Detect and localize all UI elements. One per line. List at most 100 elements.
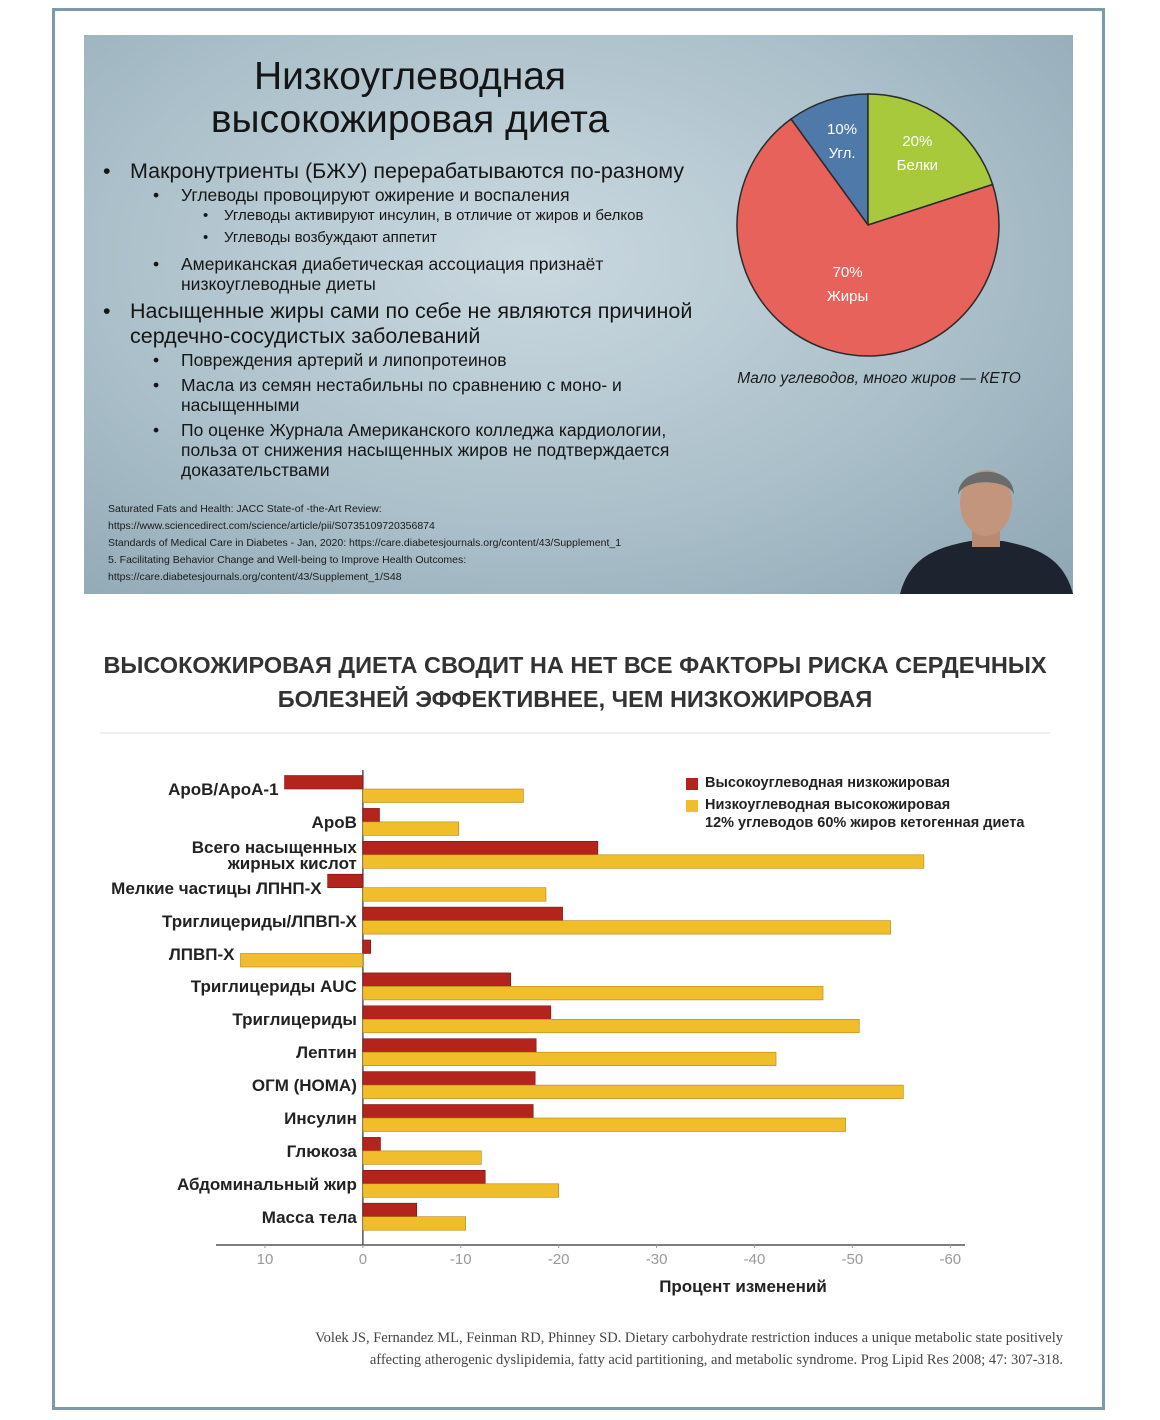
pie-slice [736,117,1000,357]
frame [52,8,1105,1410]
bullet-text: Масла из семян нестабильны по сравнению … [181,375,622,415]
x-tick-label: -50 [842,1251,864,1268]
bullet-item: Углеводы возбуждают аппетит [203,227,692,249]
bullet-item: Углеводы активируют инсулин, в отличие о… [203,205,692,227]
reference: 5. Facilitating Behavior Change and Well… [108,554,467,566]
bar [362,1183,559,1198]
bar [284,775,364,790]
pie-slice [867,93,994,227]
bullet-item: По оценке Журнала Американского колледжа… [153,420,692,480]
pie-caption: Мало углеводов, много жиров — КЕТО [737,370,1021,387]
bullet-text: Макронутриенты (БЖУ) перерабатываются по… [130,159,685,183]
slide: Низкоуглеводная высокожировая диета Макр… [84,35,1073,594]
bullet-text: Углеводы активируют инсулин, в отличие о… [224,207,644,224]
bar [362,906,563,921]
bar [362,1137,381,1152]
pie-value-label: 10% [827,121,857,138]
category-label: Лептин [296,1043,357,1063]
bullet-text: Углеводы провоцируют ожирение и воспален… [181,185,570,205]
pie-value-label: 70% [833,264,863,281]
x-tick-label: -20 [548,1251,570,1268]
reference: Saturated Fats and Health: JACC State-of… [108,503,382,515]
bar [362,1202,418,1217]
bullet-item: Углеводы провоцируют ожирение и воспален… [153,185,692,249]
bar [362,1005,552,1020]
x-axis-label: Процент изменений [659,1277,827,1296]
chart-title: ВЫСОКОЖИРОВАЯ ДИЕТА СВОДИТ НА НЕТ ВСЕ ФА… [103,652,1047,712]
bullet-text: По оценке Журнала Американского колледжа… [181,420,670,480]
bar [362,1150,482,1165]
reference: https://care.diabetesjournals.org/conten… [108,571,402,583]
bar [362,840,599,856]
bar [362,972,512,987]
bar [362,1216,466,1231]
bar [362,986,824,1001]
bar [362,920,891,935]
bar [362,939,371,954]
bullet-item: Макронутриенты (БЖУ) перерабатываются по… [103,159,692,294]
legend-swatch [686,778,698,790]
pie-category-label: Белки [897,157,938,174]
category-label: Масса тела [261,1207,357,1227]
bullet-list: Углеводы провоцируют ожирение и воспален… [130,185,692,294]
reference: Standards of Medical Care in Diabetes - … [108,537,622,549]
bullet-item: Масла из семян нестабильны по сравнению … [153,375,692,415]
x-tick-label: -60 [939,1251,961,1268]
bar [362,1038,537,1053]
presenter-body [900,541,1073,594]
category-label: Мелкие частицы ЛПНП-Х [111,878,322,898]
bar [362,1117,846,1132]
x-tick-label: 10 [257,1251,274,1268]
bullet-item: Насыщенные жиры сами по себе не являются… [103,299,692,480]
bar [362,854,925,869]
category-label: Всего насыщенных жирных кислот [191,837,357,873]
x-tick-label: -40 [744,1251,766,1268]
slide-title: Низкоуглеводная высокожировая диета [210,55,610,141]
pie-value-label: 20% [902,133,932,150]
category-label: Триглицериды [232,1010,357,1030]
citation: Volek JS, Fernandez ML, Feinman RD, Phin… [315,1330,1063,1346]
x-tick-label: -30 [646,1251,668,1268]
category-label: ApoB [311,812,357,832]
bar [362,887,547,902]
category-label: Инсулин [284,1109,357,1128]
legend-label: Низкоуглеводная высокожировая 12% углево… [705,797,1025,831]
bar [240,953,364,968]
category-label: Абдоминальный жир [176,1174,357,1194]
references: Saturated Fats and Health: JACC State-of… [108,501,621,586]
pie-slice [789,93,869,228]
citation: affecting atherogenic dyslipidemia, fatt… [369,1352,1063,1368]
category-label: ЛПВП-Х [168,944,235,964]
bullet-list: Углеводы активируют инсулин, в отличие о… [181,205,692,249]
bar [362,1104,534,1119]
x-tick-label: 0 [359,1251,367,1268]
bullet-list: Повреждения артерий и липопротеинов Масла… [130,350,692,480]
legend-swatch [686,800,698,812]
x-tick-label: -10 [450,1251,472,1268]
bar [362,821,460,836]
pie-category-label: Жиры [827,288,868,305]
presenter [900,470,1073,594]
bullet-item: Повреждения артерий и липопротеинов [153,350,692,370]
legend-label: Высокоуглеводная низкожировая [705,775,951,791]
category-label: Триглицериды AUC [190,977,357,997]
pie-category-label: Угл. [829,145,856,162]
presenter-head [960,470,1012,536]
reference: https://www.sciencedirect.com/science/ar… [108,520,435,532]
bullet-text: Американская диабетическая ассоциация пр… [181,254,604,294]
bullet-list: Макронутриенты (БЖУ) перерабатываются по… [84,159,692,485]
bar [362,1071,536,1086]
category-label: ApoB/ApoA-1 [168,780,279,799]
category-label: Триглицериды/ЛПВП-Х [161,911,357,931]
category-label: Глюкоза [286,1141,357,1161]
bar [362,1084,904,1099]
bar [362,808,380,823]
bar [362,1051,777,1066]
category-label: ОГМ (HOMA) [251,1076,357,1096]
bar [362,1170,486,1185]
presenter-hair [958,471,1014,495]
bar [327,873,364,889]
bullet-text: Углеводы возбуждают аппетит [224,229,437,246]
